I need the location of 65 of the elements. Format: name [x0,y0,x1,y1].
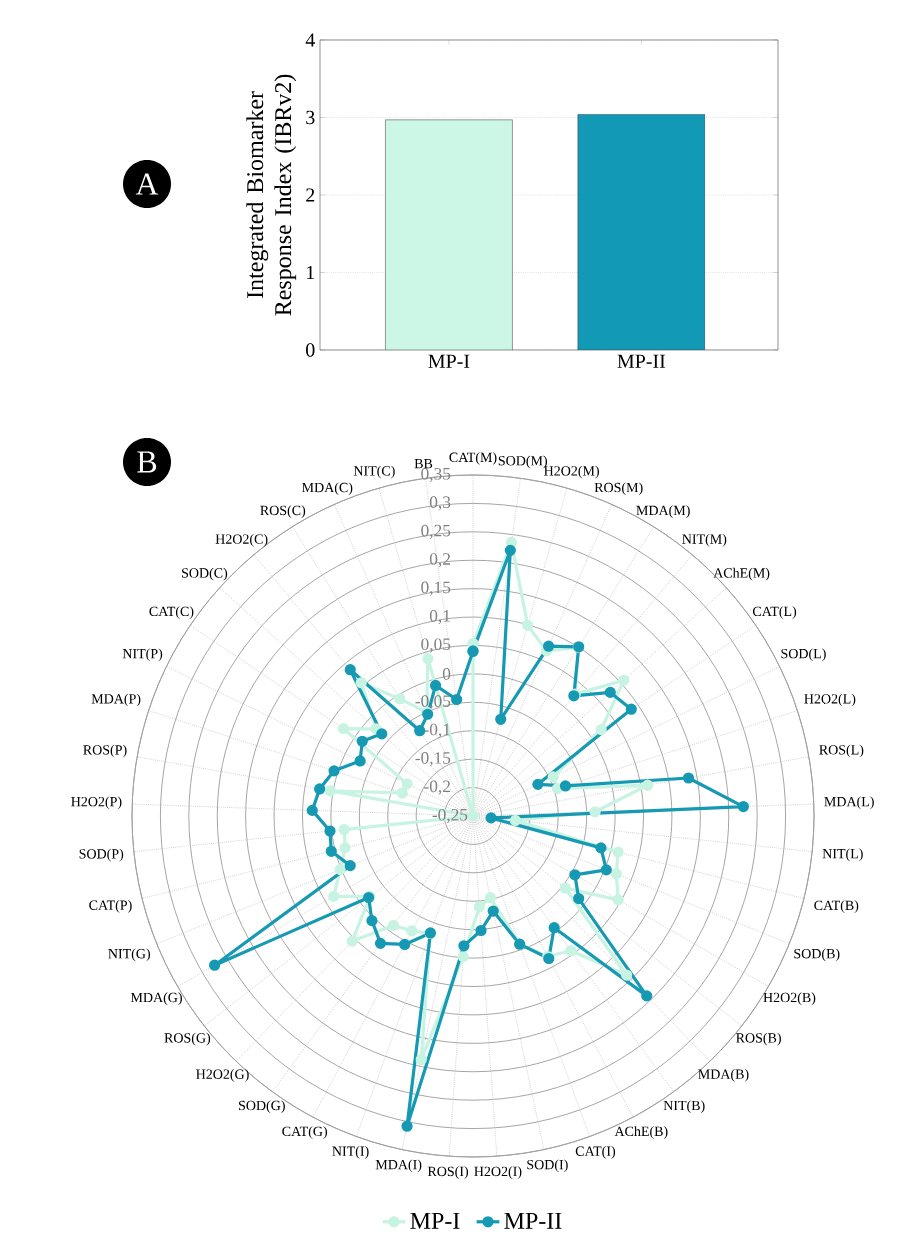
spoke-label: H2O2(L) [804,693,856,707]
spoke-label: ROS(B) [736,1032,781,1046]
y-tick-label: 0,2 [429,553,450,568]
spoke-label: H2O2(C) [215,533,268,547]
text: A [135,173,159,195]
spoke-label: SOD(B) [794,948,840,962]
spoke-label: CAT(B) [814,900,859,913]
chart-title: B [137,451,157,473]
spoke-label: ROS(I) [427,1166,469,1179]
spoke-label: H2O2(P) [71,796,122,810]
spoke-label: MDA(G) [130,992,182,1006]
spoke-label: H2O2(B) [763,992,816,1006]
y-tick-label: 0 [442,668,451,680]
spoke-label: SOD(I) [527,1159,568,1173]
legend-label: MP-II [504,1212,562,1229]
spoke-label: SOD(P) [79,848,124,862]
spoke-label: AChE(M) [713,567,770,581]
y-tick-label: 0,05 [421,638,451,653]
spoke-label: MDA(B) [698,1069,749,1082]
spoke-label: MDA(L) [824,796,874,810]
y-tick-label: -0,1 [424,723,450,738]
spoke-label: AChE(B) [614,1126,668,1139]
spoke-label: SOD(L) [781,648,826,662]
y-tick-label: 0,25 [421,524,451,539]
legend-label: MP-I [410,1212,460,1229]
spoke-label: ROS(C) [260,505,306,518]
spoke-label: MDA(C) [302,482,353,496]
y-tick-label: 4 [305,33,315,47]
y-tick-label: 0,1 [429,609,450,625]
y-tick-label: -0,2 [424,780,450,795]
y-tick-label: 0 [306,343,315,357]
spoke-label: NIT(B) [663,1100,705,1114]
y-tick-label: 0,15 [421,581,451,596]
spoke-label: NIT(M) [682,533,727,547]
spoke-label: ROS(G) [164,1032,211,1046]
y-axis-title: Integrated Biomarker Response Index (IBRv2) [246,74,297,316]
spoke-label: NIT(I) [332,1146,369,1159]
spoke-label: BB [414,459,433,469]
spoke-label: H2O2(M) [544,465,599,479]
spoke-label: NIT(C) [353,465,395,479]
spoke-label: MDA(I) [375,1159,422,1173]
spoke-label: CAT(G) [282,1126,328,1139]
spoke-label: NIT(G) [108,948,150,962]
spoke-label: H2O2(I) [474,1166,522,1179]
y-tick-label: 3 [306,110,315,125]
spoke-label: NIT(L) [822,848,863,862]
spoke-label: SOD(G) [239,1100,285,1114]
y-tick-label: 0,3 [429,496,451,511]
spoke-label: NIT(P) [122,648,163,662]
y-tick-label: -0,15 [415,752,451,767]
spoke-label: H2O2(G) [196,1069,249,1082]
spoke-label: ROS(P) [83,744,127,758]
spoke-label: SOD(C) [182,567,228,581]
spoke-label: ROS(M) [594,482,643,496]
spoke-label: ROS(L) [819,744,864,758]
spoke-label: CAT(I) [575,1146,616,1159]
spoke-label: MDA(M) [636,505,690,518]
spoke-label: CAT(C) [149,606,194,619]
spoke-label: CAT(P) [89,900,132,913]
y-tick-label: -0,25 [432,808,468,824]
spoke-label: CAT(L) [752,606,797,619]
y-tick-label: 1 [307,265,315,280]
y-tick-label: 2 [306,188,315,202]
spoke-label: MDA(P) [91,693,141,707]
spoke-label: CAT(M) [449,452,497,465]
